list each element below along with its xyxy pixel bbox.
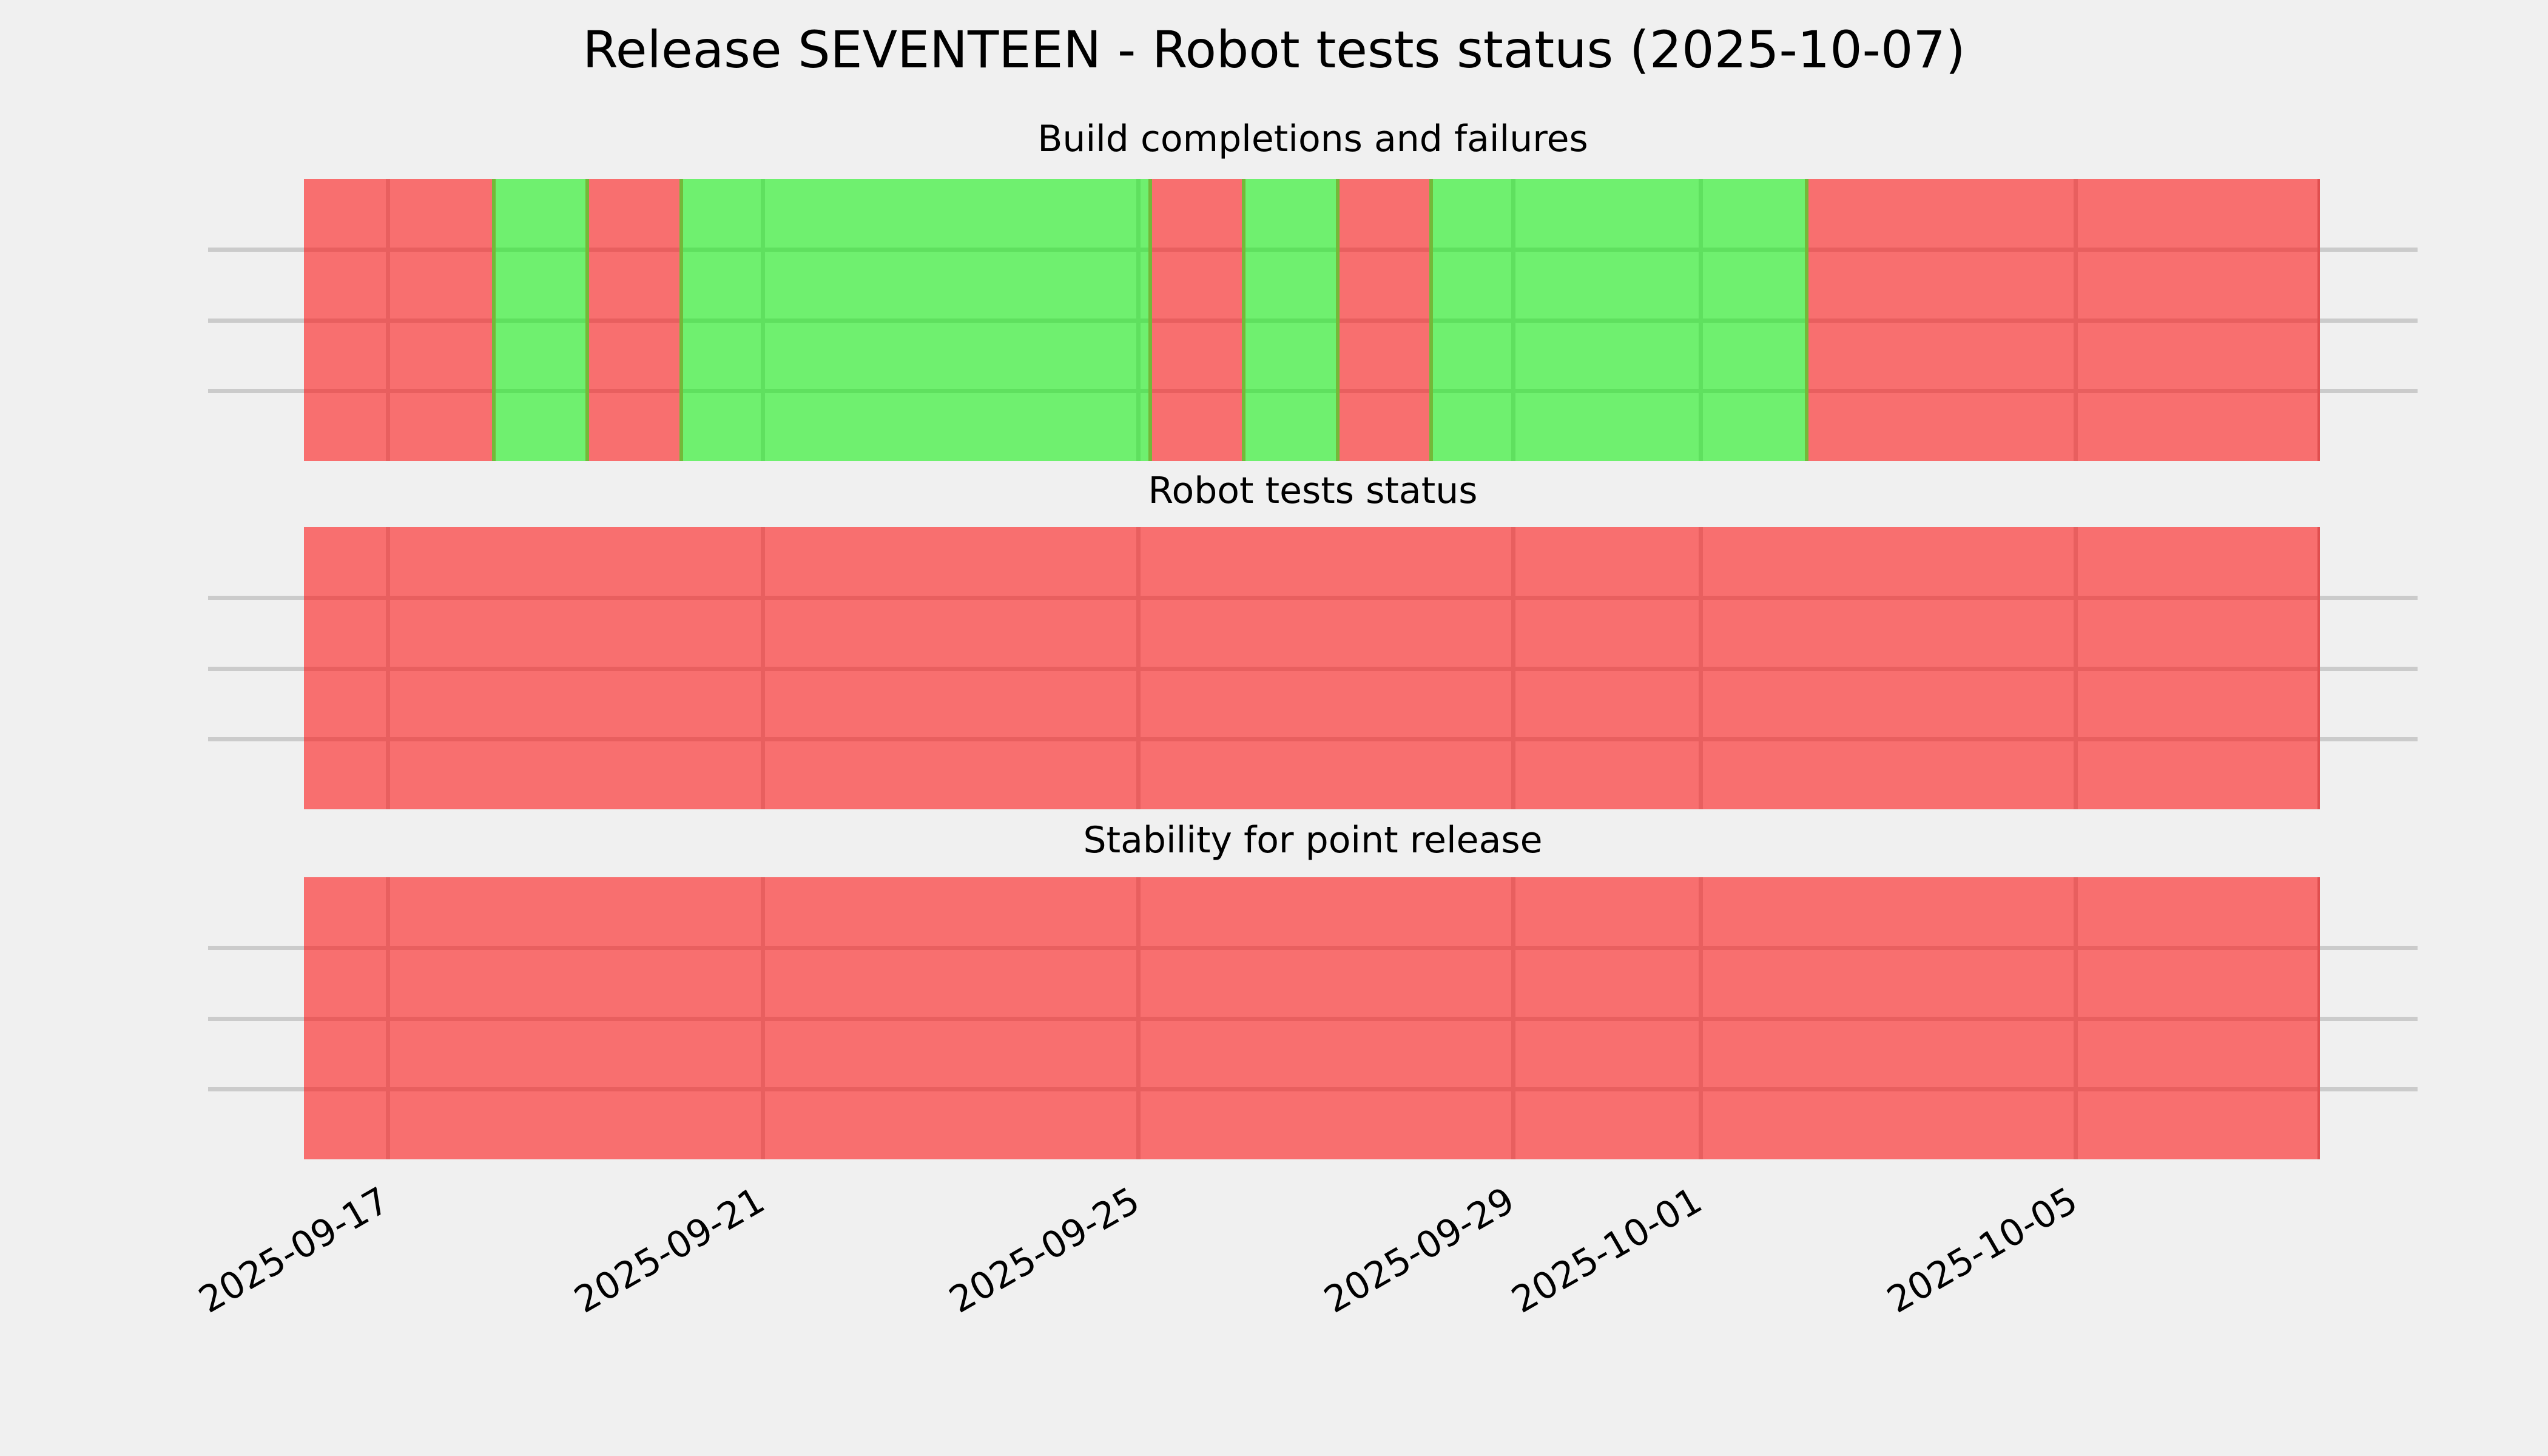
subplot-title-robot-tests: Robot tests status — [1148, 470, 1478, 512]
x-tick-label: 2025-09-21 — [567, 1179, 772, 1322]
status-segment-fail — [1806, 179, 2320, 461]
x-tick-label: 2025-10-05 — [1879, 1179, 2085, 1322]
status-segment-fail — [587, 179, 681, 461]
status-segment-pass — [1431, 179, 1807, 461]
status-bar — [304, 877, 2320, 1159]
segment-boundary-seam — [1804, 179, 1808, 461]
segment-boundary-seam — [491, 179, 496, 461]
status-segment-pass — [681, 179, 1150, 461]
segment-boundary-seam — [1242, 179, 1246, 461]
axes-build-completions — [208, 179, 2418, 461]
bar-right-edge — [2317, 179, 2320, 461]
status-segment-fail — [304, 877, 2320, 1159]
axes-robot-tests — [208, 527, 2418, 809]
page-title: Release SEVENTEEN - Robot tests status (… — [582, 20, 1966, 79]
x-tick-label: 2025-09-25 — [942, 1179, 1147, 1322]
status-bar — [304, 179, 2320, 461]
segment-boundary-seam — [1148, 179, 1152, 461]
status-segment-fail — [304, 179, 494, 461]
segment-boundary-seam — [585, 179, 590, 461]
status-segment-fail — [304, 527, 2320, 809]
bar-right-edge — [2317, 527, 2320, 809]
segment-boundary-seam — [1429, 179, 1434, 461]
x-tick-label: 2025-09-29 — [1317, 1179, 1522, 1322]
status-segment-fail — [1337, 179, 1432, 461]
status-segment-fail — [1150, 179, 1244, 461]
status-bar — [304, 527, 2320, 809]
bar-right-edge — [2317, 877, 2320, 1159]
x-tick-label: 2025-10-01 — [1505, 1179, 1710, 1322]
subplot-title-stability: Stability for point release — [1083, 819, 1543, 861]
status-segment-pass — [1244, 179, 1338, 461]
segment-boundary-seam — [1335, 179, 1340, 461]
x-tick-label: 2025-09-17 — [192, 1179, 397, 1322]
status-segment-pass — [493, 179, 588, 461]
segment-boundary-seam — [679, 179, 683, 461]
axes-stability — [208, 877, 2418, 1159]
subplot-title-build-completions: Build completions and failures — [1037, 118, 1588, 160]
